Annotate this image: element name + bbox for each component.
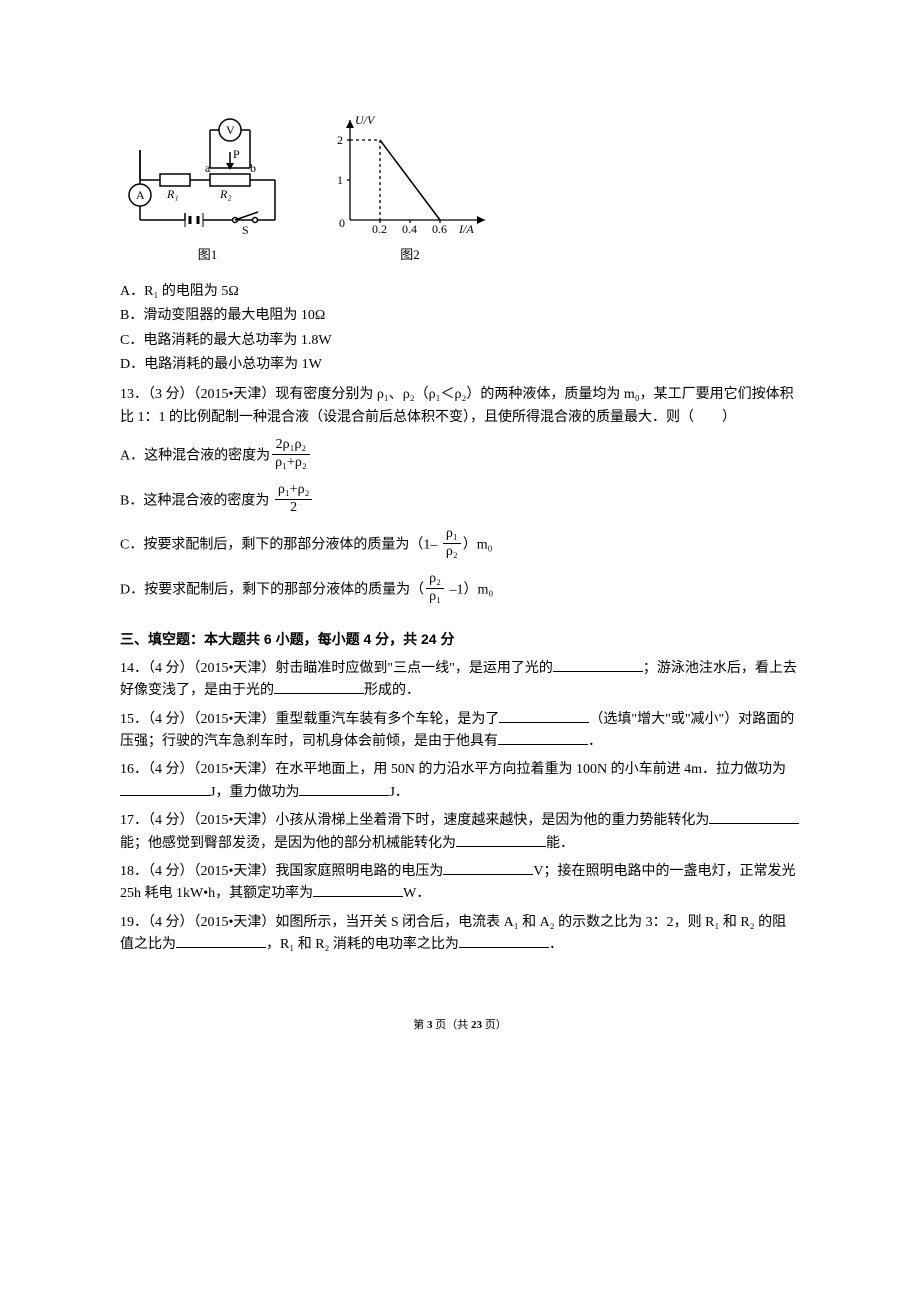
- q14-blank-2[interactable]: [274, 680, 364, 694]
- q19-text-b: ，R₁ 和 R₂ 消耗的电功率之比为: [266, 937, 459, 952]
- q16-text-c: J．: [389, 785, 408, 800]
- q14-blank-1[interactable]: [553, 658, 643, 672]
- footer-page-total: 23: [471, 1019, 482, 1031]
- circuit-figure-block: V A R₁ R₂ a b P S 图1: [120, 110, 295, 266]
- q18-text-c: W．: [403, 886, 430, 901]
- xtick-2: 0.4: [402, 222, 417, 236]
- q13: 13．（3 分）（2015•天津）现有密度分别为 ρ₁、ρ₂（ρ₁＜ρ₂）的两种…: [120, 384, 800, 607]
- y-axis-label: U/V: [355, 113, 376, 127]
- footer-page-current: 3: [427, 1019, 433, 1031]
- origin-label: 0: [339, 216, 345, 230]
- slider-a-label: a: [205, 161, 211, 175]
- footer-c: 页（共: [435, 1019, 468, 1031]
- graph-figure-block: U/V I/A 0 1 2 0.2 0.4 0.6 图2: [325, 110, 495, 266]
- q13-stem: 13．（3 分）（2015•天津）现有密度分别为 ρ₁、ρ₂（ρ₁＜ρ₂）的两种…: [120, 384, 800, 429]
- q13-opt-b: B．这种混合液的密度为 ρ₁+ρ₂2: [120, 484, 800, 519]
- q13-b-fraction: ρ₁+ρ₂2: [275, 482, 313, 517]
- q15-text-c: ．: [588, 734, 602, 749]
- q18-text-a: 18．（4 分）（2015•天津）我国家庭照明电路的电压为: [120, 864, 443, 879]
- ytick-2: 2: [337, 133, 343, 147]
- q17-blank-1[interactable]: [709, 810, 799, 824]
- q12-opt-c: C．电路消耗的最大总功率为 1.8W: [120, 330, 800, 352]
- q16: 16．（4 分）（2015•天津）在水平地面上，用 50N 的力沿水平方向拉着重…: [120, 759, 800, 804]
- footer-a: 第: [413, 1019, 424, 1031]
- q19-text-c: ．: [549, 937, 563, 952]
- figures-row: V A R₁ R₂ a b P S 图1: [120, 110, 800, 266]
- q13-c-prefix: C．按要求配制后，剩下的那部分液体的质量为（1–: [120, 538, 441, 553]
- q16-blank-2[interactable]: [299, 782, 389, 796]
- figure-2-label: 图2: [400, 245, 420, 266]
- slider-b-label: b: [250, 161, 256, 175]
- r2-label: R₂: [219, 187, 232, 201]
- slider-p-label: P: [233, 147, 240, 161]
- q13-a-fraction: 2ρ₁ρ₂ρ₁+ρ₂: [272, 437, 310, 472]
- r1-label: R₁: [166, 187, 179, 201]
- circuit-diagram: V A R₁ R₂ a b P S: [120, 110, 295, 240]
- q16-blank-1[interactable]: [120, 782, 210, 796]
- q13-c-fraction: ρ₁ρ₂: [443, 526, 461, 561]
- q13-b-prefix: B．这种混合液的密度为: [120, 493, 273, 508]
- ytick-1: 1: [337, 173, 343, 187]
- q17-text-c: 能．: [546, 836, 574, 851]
- page-footer: 第 3 页（共 23 页）: [120, 1017, 800, 1035]
- q13-opt-a: A．这种混合液的密度为2ρ₁ρ₂ρ₁+ρ₂: [120, 439, 800, 474]
- q12-options: A．R₁ 的电阻为 5Ω B．滑动变阻器的最大电阻为 10Ω C．电路消耗的最大…: [120, 281, 800, 377]
- voltmeter-label: V: [226, 123, 235, 137]
- q12-opt-b: B．滑动变阻器的最大电阻为 10Ω: [120, 305, 800, 327]
- q18-blank-1[interactable]: [443, 861, 533, 875]
- q18: 18．（4 分）（2015•天津）我国家庭照明电路的电压为V；接在照明电路中的一…: [120, 861, 800, 906]
- ammeter-label: A: [136, 188, 145, 202]
- q17-blank-2[interactable]: [456, 833, 546, 847]
- q13-opt-c: C．按要求配制后，剩下的那部分液体的质量为（1– ρ₁ρ₂）m₀: [120, 528, 800, 563]
- xtick-1: 0.2: [372, 222, 387, 236]
- q13-d-fraction: ρ₂ρ₁: [426, 571, 444, 606]
- q15-blank-2[interactable]: [498, 731, 588, 745]
- q18-blank-2[interactable]: [313, 883, 403, 897]
- q17-text-a: 17．（4 分）（2015•天津）小孩从滑梯上坐着滑下时，速度越来越快，是因为他…: [120, 813, 709, 828]
- q14-text-c: 形成的．: [364, 683, 420, 698]
- q12-opt-d: D．电路消耗的最小总功率为 1W: [120, 354, 800, 376]
- q16-text-a: 16．（4 分）（2015•天津）在水平地面上，用 50N 的力沿水平方向拉着重…: [120, 762, 786, 777]
- q19-blank-2[interactable]: [459, 934, 549, 948]
- q12-opt-a: A．R₁ 的电阻为 5Ω: [120, 281, 800, 303]
- footer-e: 页）: [485, 1019, 507, 1031]
- q13-c-suffix: ）m₀: [463, 538, 493, 553]
- q15-blank-1[interactable]: [499, 709, 589, 723]
- q14: 14．（4 分）（2015•天津）射击瞄准时应做到"三点一线"，是运用了光的；游…: [120, 658, 800, 703]
- q14-text-a: 14．（4 分）（2015•天津）射击瞄准时应做到"三点一线"，是运用了光的: [120, 661, 553, 676]
- q15: 15．（4 分）（2015•天津）重型载重汽车装有多个车轮，是为了（选填"增大"…: [120, 709, 800, 754]
- q17-text-b: 能；他感觉到臀部发烫，是因为他的部分机械能转化为: [120, 836, 456, 851]
- q13-opt-d: D．按要求配制后，剩下的那部分液体的质量为（ρ₂ρ₁ –1）m₀: [120, 573, 800, 608]
- section-3-title: 三、填空题：本大题共 6 小题，每小题 4 分，共 24 分: [120, 628, 800, 650]
- q13-d-prefix: D．按要求配制后，剩下的那部分液体的质量为（: [120, 582, 424, 597]
- q16-text-b: J，重力做功为: [210, 785, 299, 800]
- q13-d-suffix: –1）m₀: [446, 582, 493, 597]
- switch-label: S: [242, 223, 249, 237]
- q17: 17．（4 分）（2015•天津）小孩从滑梯上坐着滑下时，速度越来越快，是因为他…: [120, 810, 800, 855]
- q19-blank-1[interactable]: [176, 934, 266, 948]
- x-axis-label: I/A: [458, 222, 474, 236]
- figure-1-label: 图1: [198, 245, 218, 266]
- uv-graph: U/V I/A 0 1 2 0.2 0.4 0.6: [325, 110, 495, 240]
- xtick-3: 0.6: [432, 222, 447, 236]
- q15-text-a: 15．（4 分）（2015•天津）重型载重汽车装有多个车轮，是为了: [120, 712, 499, 727]
- q13-a-prefix: A．这种混合液的密度为: [120, 449, 270, 464]
- q19: 19．（4 分）（2015•天津）如图所示，当开关 S 闭合后，电流表 A₁ 和…: [120, 912, 800, 957]
